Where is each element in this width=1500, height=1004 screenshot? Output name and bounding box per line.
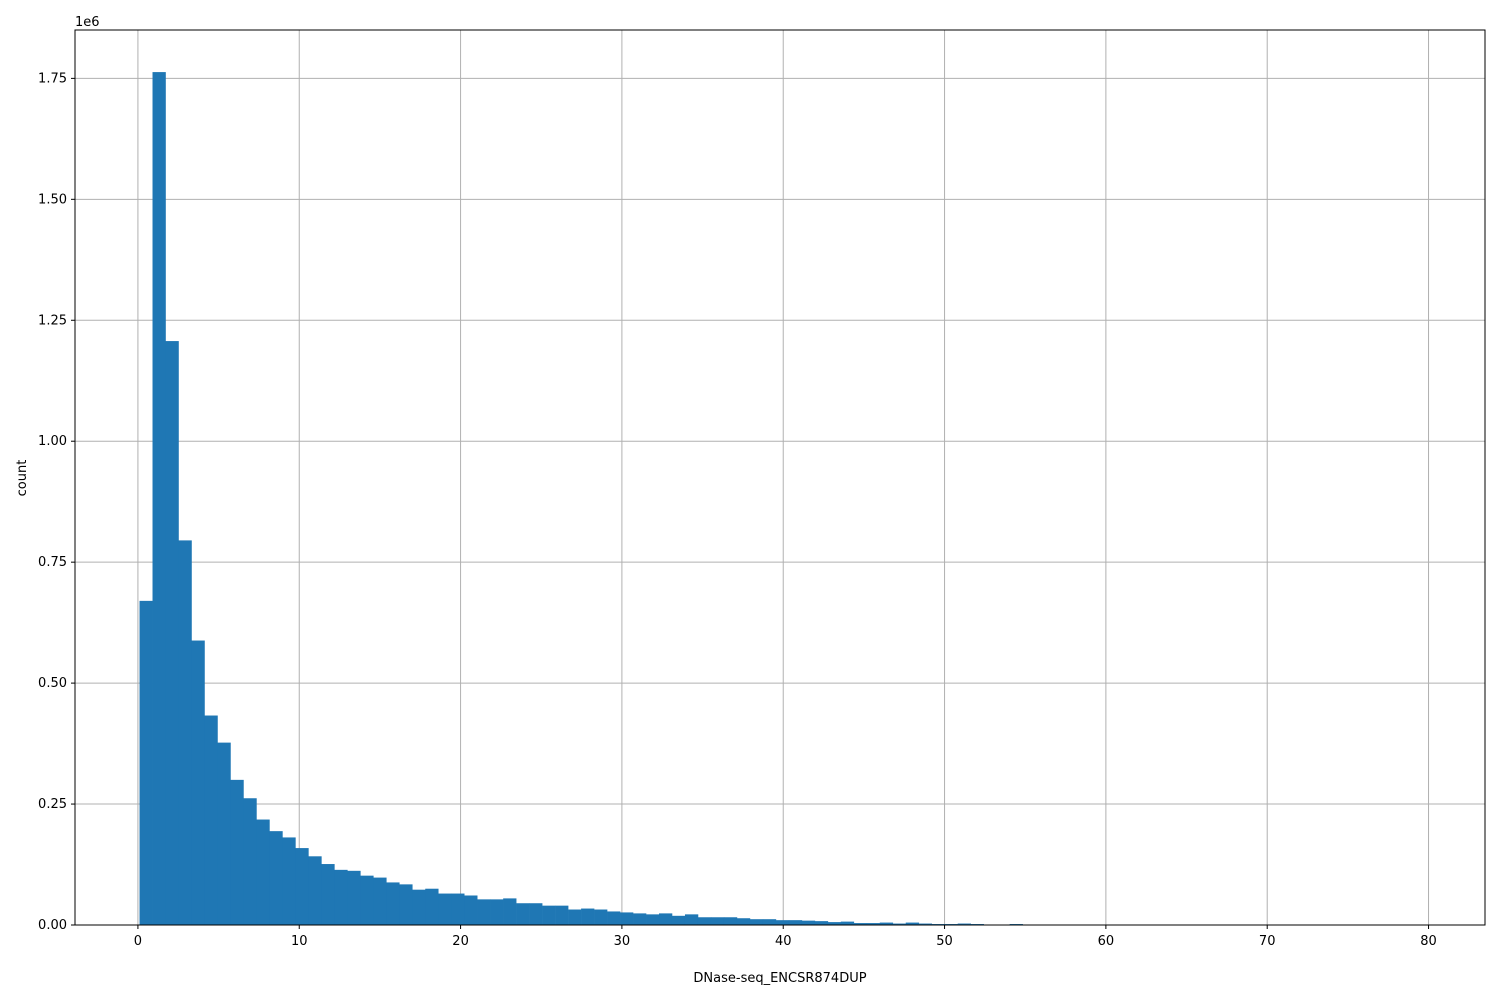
histogram-bar: [698, 917, 711, 925]
histogram-bar: [594, 910, 607, 925]
plot-frame: [75, 30, 1485, 925]
histogram-bar: [191, 641, 204, 925]
y-tick-label: 1.00: [38, 434, 67, 449]
y-tick-label: 1.50: [38, 192, 67, 207]
histogram-bar: [230, 780, 243, 925]
x-tick-label: 70: [1259, 934, 1276, 949]
histogram-bar: [295, 848, 308, 925]
histogram-bar: [386, 882, 399, 925]
histogram-bar: [140, 601, 153, 925]
histogram-bar: [568, 910, 581, 925]
x-tick-label: 10: [291, 934, 308, 949]
histogram-bar: [659, 913, 672, 925]
histogram-bar: [776, 920, 789, 925]
histogram-bar: [425, 889, 438, 925]
histogram-bar: [763, 919, 776, 925]
histogram-bar: [308, 856, 321, 925]
histogram-bar: [166, 341, 179, 925]
histogram-bar: [217, 743, 230, 925]
histogram-bar: [633, 913, 646, 925]
histogram-bar: [178, 540, 191, 925]
histogram-bar: [607, 911, 620, 925]
histogram-bar: [464, 895, 477, 925]
histogram-bar: [724, 917, 737, 925]
histogram-bar: [373, 878, 386, 925]
histogram-bar: [412, 890, 425, 925]
y-tick-label: 0.75: [38, 555, 67, 570]
histogram-bar: [646, 914, 659, 925]
histogram-bar: [399, 884, 412, 925]
y-axis: 0.00 0.25 0.50 0.75 1.00 1.25 1.50 1.75: [38, 71, 75, 933]
histogram-bar: [153, 72, 166, 925]
y-tick-label: 0.50: [38, 676, 67, 691]
histogram-bar: [282, 837, 295, 925]
bars: [140, 72, 1439, 925]
x-axis-label: DNase-seq_ENCSR874DUP: [693, 971, 866, 986]
histogram-bar: [555, 906, 568, 925]
histogram-bar: [204, 716, 217, 925]
x-tick-label: 50: [936, 934, 953, 949]
histogram-bar: [542, 906, 555, 925]
x-tick-label: 0: [134, 934, 142, 949]
histogram-bar: [269, 831, 282, 925]
histogram-bar: [737, 918, 750, 925]
histogram-bar: [347, 871, 360, 925]
histogram-bar: [503, 898, 516, 925]
histogram-bar: [750, 919, 763, 925]
histogram-bar: [438, 894, 451, 925]
x-tick-label: 30: [614, 934, 631, 949]
histogram-bar: [711, 917, 724, 925]
histogram-bar: [841, 922, 854, 925]
histogram-bar: [321, 864, 334, 925]
histogram-bar: [581, 909, 594, 925]
histogram-bar: [620, 912, 633, 925]
histogram-bar: [789, 920, 802, 925]
histogram-bar: [490, 899, 503, 925]
x-tick-label: 60: [1098, 934, 1115, 949]
histogram-bar: [815, 921, 828, 925]
histogram-bar: [243, 798, 256, 925]
y-tick-label: 1.25: [38, 313, 67, 328]
y-tick-label: 1.75: [38, 71, 67, 86]
x-axis: 0 10 20 30 40 50 60 70 80: [134, 925, 1437, 949]
y-tick-label: 0.00: [38, 918, 67, 933]
histogram-bar: [672, 916, 685, 925]
histogram-bar: [477, 899, 490, 925]
histogram-bar: [685, 914, 698, 925]
x-tick-label: 80: [1420, 934, 1437, 949]
histogram-bar: [516, 903, 529, 925]
y-multiplier: 1e6: [75, 15, 100, 30]
histogram-bar: [334, 870, 347, 925]
x-tick-label: 40: [775, 934, 792, 949]
histogram-bar: [360, 876, 373, 925]
grid: [75, 30, 1485, 925]
y-axis-label: count: [15, 460, 30, 497]
histogram-bar: [529, 903, 542, 925]
histogram-bar: [256, 820, 269, 925]
histogram-bar: [451, 894, 464, 925]
histogram-bar: [802, 921, 815, 925]
x-tick-label: 20: [452, 934, 469, 949]
y-tick-label: 0.25: [38, 797, 67, 812]
